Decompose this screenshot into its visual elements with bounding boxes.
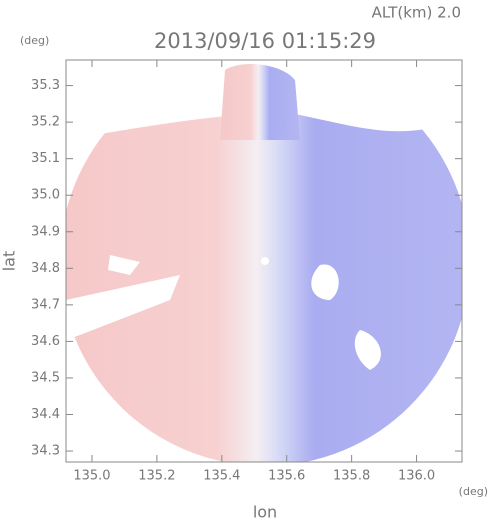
x-tick-label: 135.2: [138, 469, 175, 484]
altitude-label: ALT(km) 2.0: [372, 4, 461, 22]
y-tick-label: 34.7: [31, 297, 60, 312]
y-tick-label: 35.3: [31, 78, 60, 93]
y-tick-label: 35.2: [31, 115, 60, 130]
y-tick-label: 34.3: [31, 444, 60, 459]
y-tick-label: 34.4: [31, 407, 60, 422]
y-axis-label: lat: [0, 251, 19, 272]
x-unit: (deg): [459, 485, 488, 498]
y-tick-label: 34.6: [31, 334, 60, 349]
y-tick-label: 34.8: [31, 261, 60, 276]
radar-field: [66, 60, 462, 462]
x-tick-label: 136.0: [398, 469, 435, 484]
x-tick-label: 135.6: [268, 469, 305, 484]
x-tick-label: 135.4: [203, 469, 240, 484]
y-tick-label: 35.0: [31, 188, 60, 203]
y-tick-label: 34.5: [31, 370, 60, 385]
chart-title: 2013/09/16 01:15:29: [154, 29, 376, 53]
plot-frame: [65, 59, 463, 463]
x-tick-label: 135.0: [73, 469, 110, 484]
y-tick-label: 34.9: [31, 224, 60, 239]
y-tick-label: 35.1: [31, 151, 60, 166]
x-tick-label: 135.8: [333, 469, 370, 484]
y-unit: (deg): [20, 34, 49, 47]
x-axis-label: lon: [253, 503, 277, 522]
